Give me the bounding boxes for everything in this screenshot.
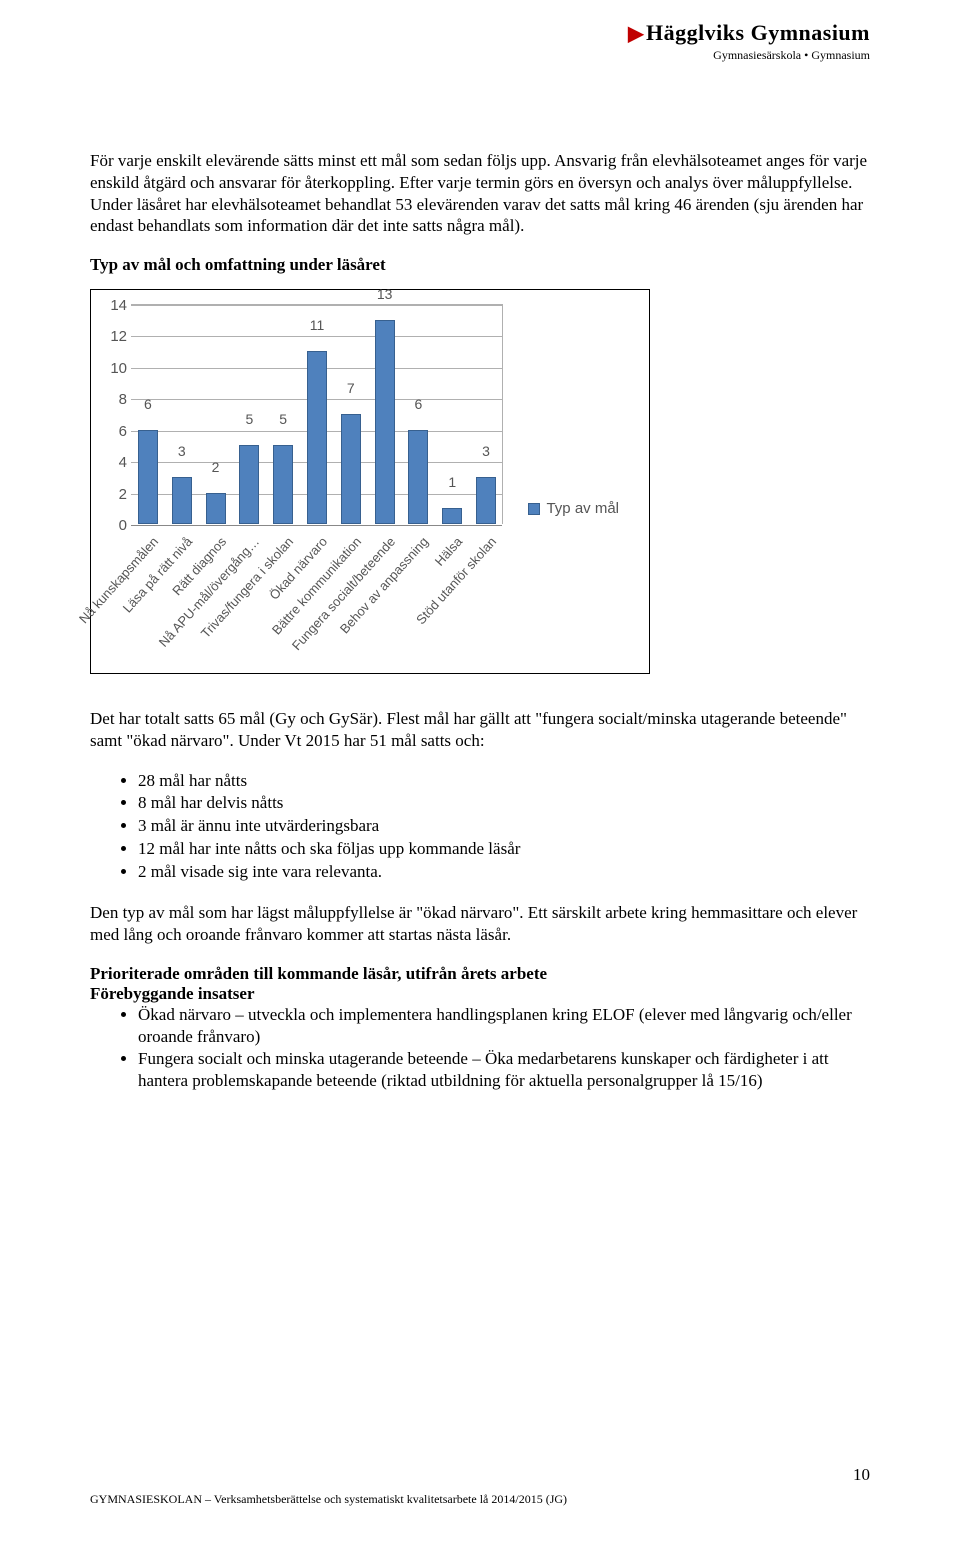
chart-bar <box>138 430 158 524</box>
chart-bar <box>307 351 327 524</box>
list-item: 8 mål har delvis nåtts <box>138 792 870 815</box>
brand-logo: ▶Hägglviks Gymnasium <box>628 20 870 46</box>
list-item: 12 mål har inte nåtts och ska följas upp… <box>138 838 870 861</box>
chart-legend: Typ av mål <box>528 500 619 517</box>
bar-value-label: 13 <box>375 286 395 302</box>
chart-bar <box>206 493 226 524</box>
bar-value-label: 6 <box>408 396 428 412</box>
chart-bar <box>273 445 293 524</box>
list-item: 28 mål har nåtts <box>138 770 870 793</box>
bar-value-label: 5 <box>239 411 259 427</box>
results-bullets: 28 mål har nåtts8 mål har delvis nåtts3 … <box>90 770 870 885</box>
chart-bar <box>476 477 496 524</box>
brand-name: Hägglviks Gymnasium <box>646 20 870 45</box>
priorities-subheading: Förebyggande insatser <box>90 984 870 1004</box>
y-axis-tick: 2 <box>107 486 127 503</box>
bar-value-label: 5 <box>273 411 293 427</box>
bar-value-label: 7 <box>341 380 361 396</box>
chart-bar <box>375 320 395 524</box>
footer-text: GYMNASIESKOLAN – Verksamhetsberättelse o… <box>90 1492 870 1507</box>
list-item: Ökad närvaro – utveckla och implementera… <box>138 1004 870 1048</box>
chart-bar <box>172 477 192 524</box>
bar-value-label: 2 <box>206 459 226 475</box>
page-number: 10 <box>853 1465 870 1485</box>
analysis-paragraph: Den typ av mål som har lägst måluppfylle… <box>90 902 870 946</box>
y-axis-tick: 14 <box>107 297 127 314</box>
y-axis-tick: 4 <box>107 454 127 471</box>
brand-subtitle: Gymnasiesärskola • Gymnasium <box>628 48 870 63</box>
priorities-bullets: Ökad närvaro – utveckla och implementera… <box>90 1004 870 1092</box>
priorities-heading: Prioriterade områden till kommande läsår… <box>90 964 870 984</box>
y-axis-tick: 6 <box>107 423 127 440</box>
y-axis-tick: 10 <box>107 360 127 377</box>
chart-bar <box>408 430 428 524</box>
page-footer: 10 GYMNASIESKOLAN – Verksamhetsberättels… <box>90 1492 870 1507</box>
list-item: 2 mål visade sig inte vara relevanta. <box>138 861 870 884</box>
bar-value-label: 6 <box>138 396 158 412</box>
legend-label: Typ av mål <box>546 500 619 517</box>
y-axis-tick: 12 <box>107 328 127 345</box>
bar-value-label: 1 <box>442 474 462 490</box>
bar-value-label: 11 <box>307 317 327 333</box>
results-paragraph: Det har totalt satts 65 mål (Gy och GySä… <box>90 708 870 752</box>
y-axis-tick: 0 <box>107 517 127 534</box>
logo-arrow-icon: ▶ <box>628 23 644 45</box>
list-item: Fungera socialt och minska utagerande be… <box>138 1048 870 1092</box>
chart-bar <box>239 445 259 524</box>
chart-bar <box>341 414 361 524</box>
list-item: 3 mål är ännu inte utvärderingsbara <box>138 815 870 838</box>
legend-swatch-icon <box>528 503 540 515</box>
page-header: ▶Hägglviks Gymnasium Gymnasiesärskola • … <box>628 20 870 63</box>
intro-paragraph: För varje enskilt elevärende sätts minst… <box>90 150 870 237</box>
chart-title: Typ av mål och omfattning under läsåret <box>90 255 870 275</box>
chart-bar <box>442 508 462 524</box>
bar-chart: 02468101214 6325511713613 Nå kunskapsmål… <box>90 289 650 674</box>
y-axis-tick: 8 <box>107 391 127 408</box>
bar-value-label: 3 <box>476 443 496 459</box>
bar-value-label: 3 <box>172 443 192 459</box>
